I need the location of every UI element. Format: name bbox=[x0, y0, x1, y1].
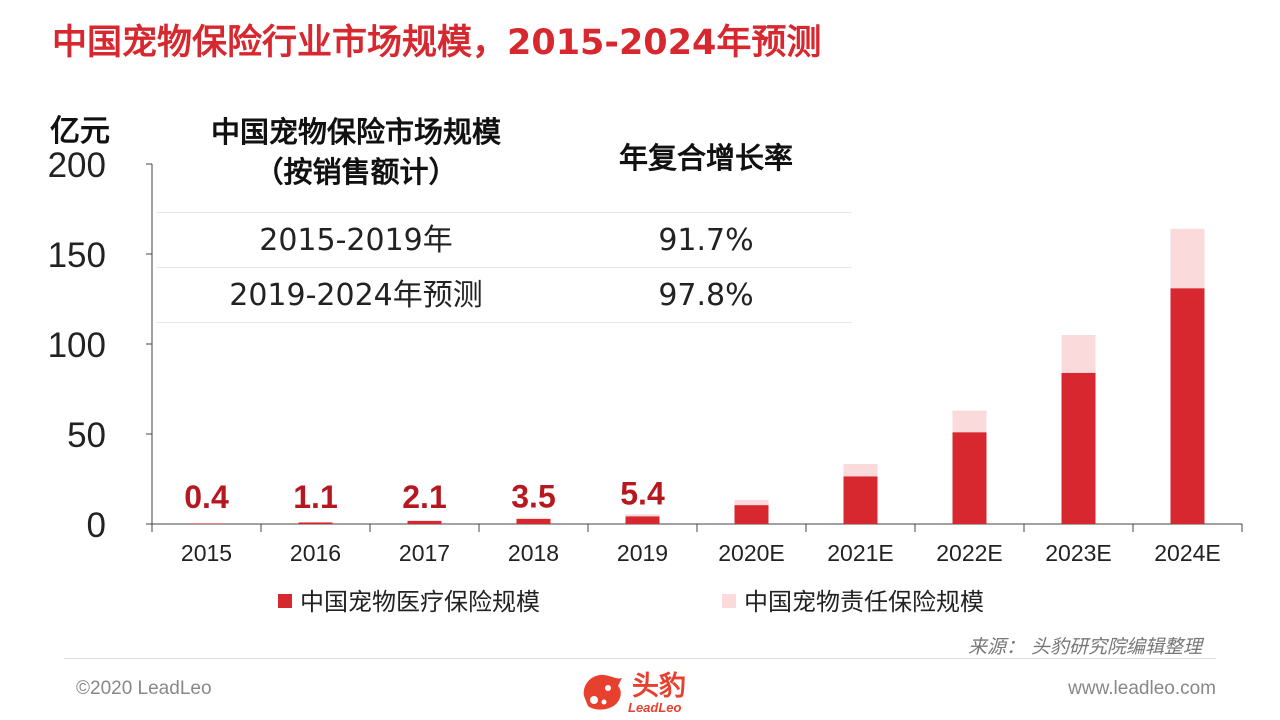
table-row-1-period: 2015-2019年 bbox=[259, 223, 453, 258]
x-tick-label: 2024E bbox=[1154, 540, 1221, 566]
x-tick-label: 2017 bbox=[399, 540, 450, 566]
bar-medical bbox=[843, 476, 878, 524]
bar-liability bbox=[952, 410, 987, 433]
x-tick-label: 2019 bbox=[617, 540, 668, 566]
bar-medical bbox=[1170, 288, 1205, 524]
x-tick-label: 2015 bbox=[181, 540, 232, 566]
legend-swatch-medical bbox=[278, 594, 292, 608]
data-label: 0.4 bbox=[184, 479, 229, 515]
bar-liability bbox=[843, 464, 878, 477]
data-label: 3.5 bbox=[511, 479, 555, 515]
table-divider bbox=[156, 267, 852, 268]
table-divider bbox=[156, 322, 852, 323]
data-label: 5.4 bbox=[620, 475, 665, 511]
bar-medical bbox=[516, 518, 551, 524]
bar-liability bbox=[1170, 228, 1205, 289]
table-header-cagr: 年复合增长率 bbox=[618, 141, 793, 175]
legend-item-medical: 中国宠物医疗保险规模 bbox=[278, 582, 540, 617]
y-tick-label: 0 bbox=[87, 506, 106, 545]
bar-medical bbox=[952, 432, 987, 524]
y-tick-label: 150 bbox=[48, 236, 106, 275]
copyright-text: ©2020 LeadLeo bbox=[76, 678, 212, 699]
bar-medical bbox=[734, 505, 769, 524]
bar-medical bbox=[298, 522, 333, 524]
y-tick-label: 100 bbox=[48, 326, 106, 365]
bar-liability bbox=[625, 514, 660, 517]
leadleo-logo: 头豹 LeadLeo bbox=[578, 664, 708, 718]
logo-text-cn: 头豹 bbox=[632, 671, 686, 702]
data-label: 2.1 bbox=[402, 479, 446, 515]
data-label: 1.1 bbox=[293, 479, 337, 515]
page-title: 中国宠物保险行业市场规模，2015-2024年预测 bbox=[52, 23, 822, 63]
bar-liability bbox=[516, 517, 551, 519]
legend-label-liability: 中国宠物责任保险规模 bbox=[744, 588, 984, 616]
y-tick-label: 200 bbox=[48, 146, 106, 185]
legend-swatch-liability bbox=[722, 594, 736, 608]
footer-divider bbox=[64, 658, 1216, 659]
y-tick-label: 50 bbox=[67, 416, 106, 455]
bar-liability bbox=[407, 520, 442, 521]
x-tick-label: 2018 bbox=[508, 540, 559, 566]
table-row-1-cagr: 91.7% bbox=[658, 223, 754, 258]
bar-medical bbox=[1061, 372, 1096, 524]
x-tick-label: 2021E bbox=[827, 540, 894, 566]
bar-liability bbox=[1061, 335, 1096, 373]
website-link[interactable]: www.leadleo.com bbox=[1068, 678, 1216, 699]
table-row-2-period: 2019-2024年预测 bbox=[229, 278, 483, 313]
logo-text-en: LeadLeo bbox=[628, 700, 682, 715]
y-axis-unit: 亿元 bbox=[50, 114, 110, 149]
legend-label-medical: 中国宠物医疗保险规模 bbox=[300, 588, 540, 616]
x-tick-label: 2023E bbox=[1045, 540, 1112, 566]
legend-item-liability: 中国宠物责任保险规模 bbox=[722, 582, 984, 617]
bar-liability bbox=[734, 499, 769, 506]
bar-medical bbox=[407, 520, 442, 524]
x-tick-label: 2016 bbox=[290, 540, 341, 566]
source-note: 来源： 头豹研究院编辑整理 bbox=[967, 636, 1202, 658]
x-tick-label: 2022E bbox=[936, 540, 1003, 566]
leopard-icon bbox=[583, 674, 622, 710]
table-header-market-size: 中国宠物保险市场规模 （按销售额计） bbox=[210, 115, 501, 189]
table-divider bbox=[156, 212, 852, 213]
bar-medical bbox=[189, 523, 224, 524]
x-tick-label: 2020E bbox=[718, 540, 785, 566]
bar-medical bbox=[625, 516, 660, 524]
table-row-2-cagr: 97.8% bbox=[658, 278, 754, 313]
